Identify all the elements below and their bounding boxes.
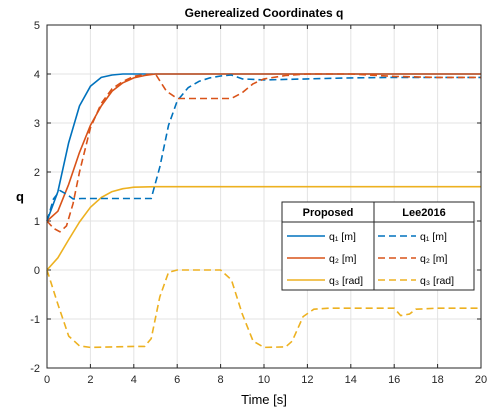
x-tick-label: 14: [345, 374, 357, 386]
x-tick-labels: 0 2 4 6 8 10 12 14 16 18 20: [44, 374, 487, 386]
axes-box: [46, 24, 482, 369]
x-tick-label: 6: [174, 374, 180, 386]
x-tick-label: 18: [431, 374, 443, 386]
y-tick-label: 5: [34, 20, 40, 32]
legend-box: [281, 201, 475, 291]
legend-entry-label: q₂ [m]: [420, 253, 447, 265]
legend-group-title: Lee2016: [402, 207, 445, 219]
x-tick-label: 4: [131, 374, 137, 386]
y-tick-label: -2: [30, 363, 40, 375]
x-tick-label: 8: [218, 374, 224, 386]
legend-entry-label: q₁ [m]: [420, 231, 447, 243]
series-line-2: [46, 185, 481, 271]
x-tick-label: 2: [87, 374, 93, 386]
chart-title: Generealized Coordinates q: [185, 6, 344, 20]
y-tick-label: 3: [34, 118, 40, 130]
y-tick-label: 2: [34, 167, 40, 179]
legend: Proposed Lee2016 q₁ [m] q₂ [m] q₃ [rad] q₁ [m…: [281, 201, 475, 291]
y-tick-labels: -2 -1 0 1 2 3 4 5: [30, 20, 40, 375]
y-axis-label: q: [16, 189, 24, 204]
x-tick-label: 10: [258, 374, 270, 386]
series-layer: [46, 73, 481, 349]
legend-group-title: Proposed: [303, 207, 354, 219]
y-tick-label: 4: [34, 69, 40, 81]
y-tick-label: 0: [34, 265, 40, 277]
series-line-4: [46, 73, 481, 233]
x-tick-label: 20: [475, 374, 487, 386]
series-line-1: [46, 73, 481, 222]
legend-entry-label: q₃ [rad]: [420, 275, 454, 287]
legend-entry-label: q₃ [rad]: [329, 275, 363, 287]
legend-entry-label: q₁ [m]: [329, 231, 356, 243]
x-axis-label: Time [s]: [241, 392, 287, 407]
x-tick-label: 12: [301, 374, 313, 386]
x-tick-label: 0: [44, 374, 50, 386]
series-line-5: [46, 269, 481, 349]
series-line-3: [46, 74, 481, 222]
y-tick-label: -1: [30, 314, 40, 326]
x-tick-label: 16: [388, 374, 400, 386]
y-tick-label: 1: [34, 216, 40, 228]
legend-entry-label: q₂ [m]: [329, 253, 356, 265]
